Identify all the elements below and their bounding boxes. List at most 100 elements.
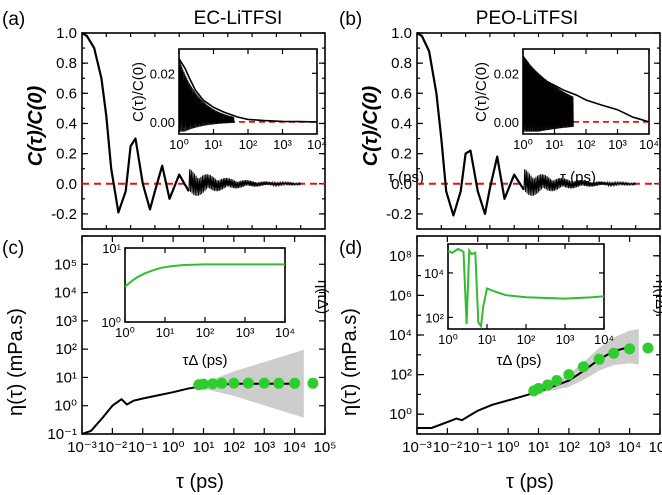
panel-c-xtick-label: 10⁵ bbox=[314, 439, 337, 456]
panel-a-inset-xtick-label: 10³ bbox=[273, 137, 292, 152]
panel-d-ytick-label: 10² bbox=[390, 367, 412, 384]
panel-b-inset-noise bbox=[522, 56, 574, 132]
panel-c-marker bbox=[228, 377, 240, 389]
panel-d-ylabel: η(τ) (mPa.s) bbox=[339, 308, 361, 416]
panel-a-inset-ytick-label: 0.02 bbox=[150, 66, 175, 81]
panel-c-marker bbox=[242, 377, 254, 389]
panel-d-label: (d) bbox=[339, 238, 362, 259]
panel-c-xtick-label: 10¹ bbox=[193, 439, 215, 456]
panel-d-marker bbox=[551, 375, 563, 387]
panel-c-inset-xlabel: τΔ (ps) bbox=[182, 352, 227, 369]
panel-b-ytick-label: 0.0 bbox=[391, 176, 412, 193]
panel-c-ytick-label: 10⁰ bbox=[54, 398, 77, 415]
panel-b-inset-xtick-label: 10⁰ bbox=[513, 137, 533, 152]
panel-a-ylabel: C(τ)/C(0) bbox=[25, 85, 47, 166]
panel-b-title: PEO-LiTFSI bbox=[476, 8, 578, 29]
panel-d-marker bbox=[533, 382, 544, 394]
panel-c-ytick-label: 10² bbox=[55, 341, 77, 358]
panel-a-inset-curve bbox=[178, 58, 318, 123]
panel-b-inset-xtick-label: 10² bbox=[577, 137, 596, 152]
panel-b-ytick-label: -0.2 bbox=[386, 206, 412, 223]
panel-c-inset-bg bbox=[125, 248, 285, 322]
panel-b-ytick-label: 0.2 bbox=[391, 146, 412, 163]
panel-a-inset-ylabel: C(τ)/C(0) bbox=[130, 62, 147, 122]
panel-b-curve-tail bbox=[523, 169, 637, 196]
panel-b-ytick-label: 0.8 bbox=[391, 55, 412, 72]
panel-a-ytick-label: 0.4 bbox=[56, 115, 77, 132]
panel-c-ylabel: η(τ) (mPa.s) bbox=[5, 308, 27, 416]
panel-d-xtick-label: 10⁻³ bbox=[402, 439, 432, 456]
panel-b-inset-xtick-label: 10³ bbox=[608, 137, 627, 152]
panel-a-inset-xlabel: τ (ps) bbox=[388, 169, 424, 186]
panel-a-inset-xtick-label: 10⁰ bbox=[169, 137, 189, 152]
panel-d-inset-ytick-label: 10² bbox=[425, 310, 444, 325]
panel-a-ytick-label: 0.6 bbox=[56, 85, 77, 102]
panel-a-ytick-label: 0.0 bbox=[56, 176, 77, 193]
panel-a-ytick-label: 0.8 bbox=[56, 55, 77, 72]
panel-d-inset-xtick-label: 10¹ bbox=[478, 332, 497, 347]
panel-b: (b) PEO-LiTFSI C(τ)/C(0) τ (ps) C(τ)/C(0… bbox=[339, 8, 661, 230]
panel-c-xtick-label: 10⁻³ bbox=[67, 439, 97, 456]
panel-c-xtick-label: 10⁴ bbox=[283, 439, 306, 456]
panel-c-inset-curve bbox=[124, 263, 285, 288]
panel-d-xtick-label: 10⁻² bbox=[433, 439, 463, 456]
panel-d-xtick-label: 10⁻¹ bbox=[463, 439, 493, 456]
panel-a-curve bbox=[81, 32, 190, 214]
panel-c-marker bbox=[207, 378, 219, 390]
panel-c-ytick-label: 10⁻¹ bbox=[47, 426, 77, 443]
panel-a-inset-ytick-label: 0.00 bbox=[150, 115, 175, 130]
panel-c-marker bbox=[307, 377, 319, 389]
panel-c-inset-xtick-label: 10⁴ bbox=[275, 325, 295, 340]
panel-b-inset-curve bbox=[522, 55, 650, 123]
panel-d-inset-bg bbox=[448, 244, 604, 329]
panel-b-ytick-label: 1.0 bbox=[391, 25, 412, 42]
panel-d-xtick-label: 10³ bbox=[588, 439, 610, 456]
panel-c-ytick-label: 10³ bbox=[55, 313, 77, 330]
panel-d-marker bbox=[577, 361, 589, 373]
panel-b-inset-xtick-label: 10¹ bbox=[545, 137, 564, 152]
panel-c-marker bbox=[198, 378, 209, 390]
panel-c-ytick-label: 10⁴ bbox=[54, 285, 77, 302]
panel-d: (d) η(τ) (mPa.s) τ (ps) τΔ (ps) η(τΔ) 10… bbox=[339, 235, 662, 493]
panel-a-curve-tail bbox=[188, 169, 302, 196]
panel-d-xtick-label: 10⁴ bbox=[618, 439, 641, 456]
panel-b-inset-xtick-label: 10⁴ bbox=[639, 137, 659, 152]
panel-d-ytick-label: 10⁸ bbox=[389, 248, 412, 265]
panel-a-ytick-label: 1.0 bbox=[56, 25, 77, 42]
panel-c-xlabel: τ (ps) bbox=[176, 471, 224, 493]
panel-d-ytick-label: 10⁶ bbox=[389, 287, 412, 304]
panel-a-inset-xtick-label: 10⁴ bbox=[307, 137, 327, 152]
panel-a-label: (a) bbox=[2, 9, 25, 30]
panel-d-marker bbox=[642, 342, 654, 354]
panel-c: (c) η(τ) (mPa.s) τ (ps) τΔ (ps) η(τΔ) 10… bbox=[2, 235, 337, 493]
panel-b-inset-ylabel: C(τ)/C(0) bbox=[473, 62, 490, 122]
panel-d-xlabel: τ (ps) bbox=[506, 471, 554, 493]
panel-d-inset-ytick-label: 10⁴ bbox=[424, 266, 444, 281]
panel-b-label: (b) bbox=[339, 9, 362, 30]
panel-c-marker bbox=[258, 377, 270, 389]
panel-d-marker bbox=[624, 343, 636, 355]
panel-c-label: (c) bbox=[2, 238, 24, 259]
panel-a-ytick-label: 0.2 bbox=[56, 146, 77, 163]
panel-c-inset-ytick-label: 10⁰ bbox=[101, 315, 121, 330]
panel-a-inset-xtick-label: 10² bbox=[239, 137, 258, 152]
panel-c-ytick-label: 10¹ bbox=[55, 369, 77, 386]
panel-d-marker bbox=[608, 347, 620, 359]
panel-c-marker bbox=[216, 377, 228, 389]
panel-b-curve bbox=[416, 32, 525, 217]
panel-d-marker bbox=[563, 369, 575, 381]
panel-a-ytick-label: -0.2 bbox=[51, 206, 77, 223]
panel-d-ytick-label: 10⁴ bbox=[389, 327, 412, 344]
panel-c-inset-ytick-label: 10¹ bbox=[102, 241, 121, 256]
panel-c-xtick-label: 10⁻² bbox=[98, 439, 128, 456]
panel-d-inset-curve bbox=[447, 247, 605, 329]
panel-d-inset-xlabel: τΔ (ps) bbox=[496, 352, 541, 369]
panel-d-inset-xtick-label: 10² bbox=[517, 332, 536, 347]
panel-c-inset-ylabel: η(τΔ) bbox=[314, 280, 331, 314]
panel-b-ytick-label: 0.4 bbox=[391, 115, 412, 132]
panel-a-title: EC-LiTFSI bbox=[194, 8, 283, 29]
panel-c-marker bbox=[273, 377, 285, 389]
panel-c-xtick-label: 10³ bbox=[253, 439, 275, 456]
panel-c-xtick-label: 10⁻¹ bbox=[128, 439, 158, 456]
